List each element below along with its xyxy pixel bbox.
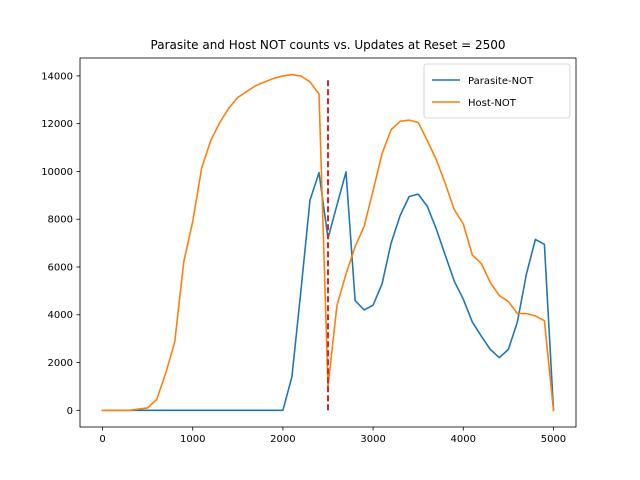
chart-title: Parasite and Host NOT counts vs. Updates…: [151, 38, 506, 52]
legend-label: Parasite-NOT: [468, 76, 534, 87]
x-tick-label: 1000: [180, 434, 205, 445]
axes-frame: [79, 57, 577, 428]
y-tick-label: 10000: [41, 167, 73, 178]
legend-label: Host-NOT: [468, 98, 517, 109]
y-tick-label: 12000: [41, 119, 73, 130]
plot-area: [101, 73, 555, 412]
x-tick-label: 0: [99, 434, 105, 445]
legend-box: [423, 63, 571, 119]
x-tick-label: 4000: [451, 434, 476, 445]
y-tick-label: 0: [67, 406, 73, 417]
x-tick-label: 5000: [541, 434, 566, 445]
axes: 0 1000 2000 3000 4000 5000 0 2000 4000 6000 8000 10…: [41, 57, 577, 445]
y-tick-label: 4000: [48, 310, 73, 321]
legend: Parasite-NOT Host-NOT: [423, 63, 571, 119]
x-tick-label: 2000: [270, 434, 295, 445]
x-tick-label: 3000: [360, 434, 385, 445]
y-tick-label: 14000: [41, 71, 73, 82]
y-tick-label: 8000: [48, 215, 73, 226]
y-tick-label: 6000: [48, 262, 73, 273]
y-tick-label: 2000: [48, 358, 73, 369]
